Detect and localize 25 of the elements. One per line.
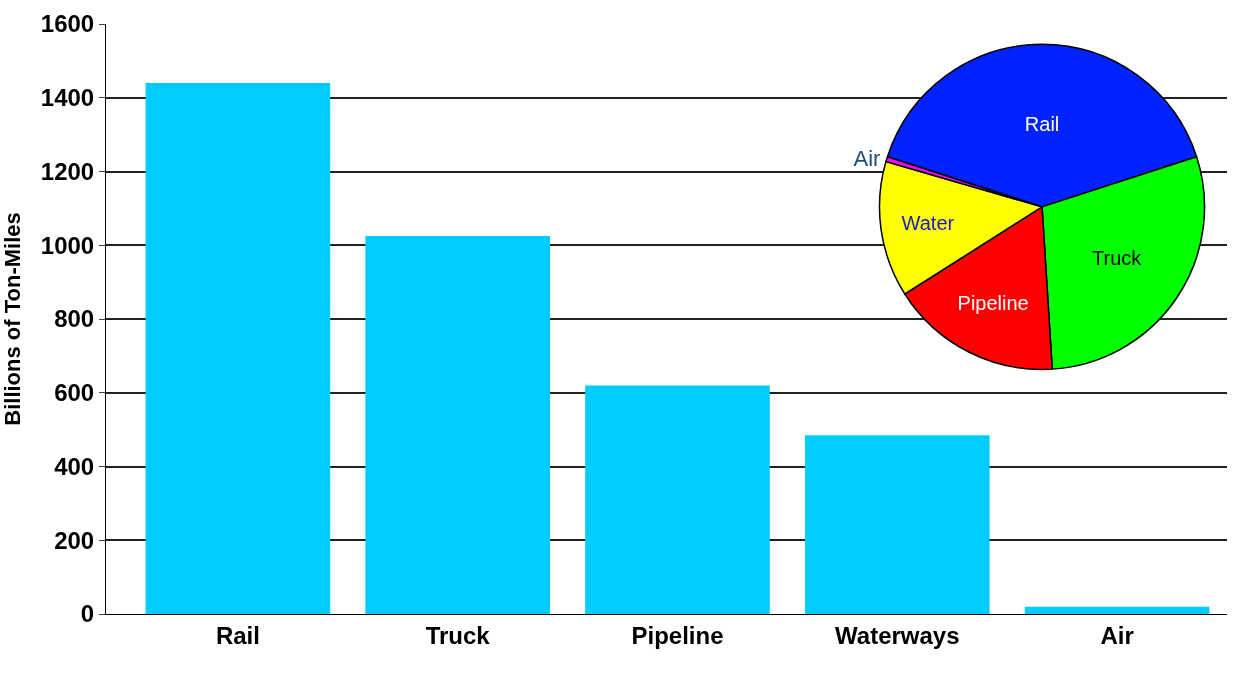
slice-label: Rail — [1024, 112, 1060, 135]
bar — [1024, 606, 1210, 614]
slice-label: Water — [901, 212, 955, 235]
bar — [145, 83, 331, 614]
y-tick-label: 1200 — [40, 157, 95, 185]
slice-label: Air — [853, 145, 881, 171]
x-tick-label: Truck — [425, 621, 491, 649]
y-tick-label: 1600 — [40, 10, 95, 38]
y-axis-title: Billions of Ton-Miles — [0, 212, 25, 426]
slice-label: Truck — [1092, 246, 1143, 269]
bar — [365, 236, 550, 614]
x-tick-label: Rail — [215, 621, 260, 649]
bar — [585, 385, 770, 614]
y-tick-label: 0 — [80, 600, 95, 628]
x-tick-label: Air — [1100, 621, 1134, 649]
y-tick-label: 400 — [54, 452, 95, 480]
bar — [804, 435, 990, 614]
x-tick-label: Waterways — [835, 621, 960, 649]
y-tick-label: 600 — [54, 379, 95, 407]
y-tick-label: 1400 — [40, 84, 95, 112]
slice-label: Pipeline — [957, 291, 1029, 314]
x-tick-label: Pipeline — [631, 621, 724, 649]
y-tick-label: 800 — [54, 305, 95, 333]
y-tick-label: 200 — [54, 526, 95, 554]
y-tick-label: 1000 — [40, 231, 95, 259]
